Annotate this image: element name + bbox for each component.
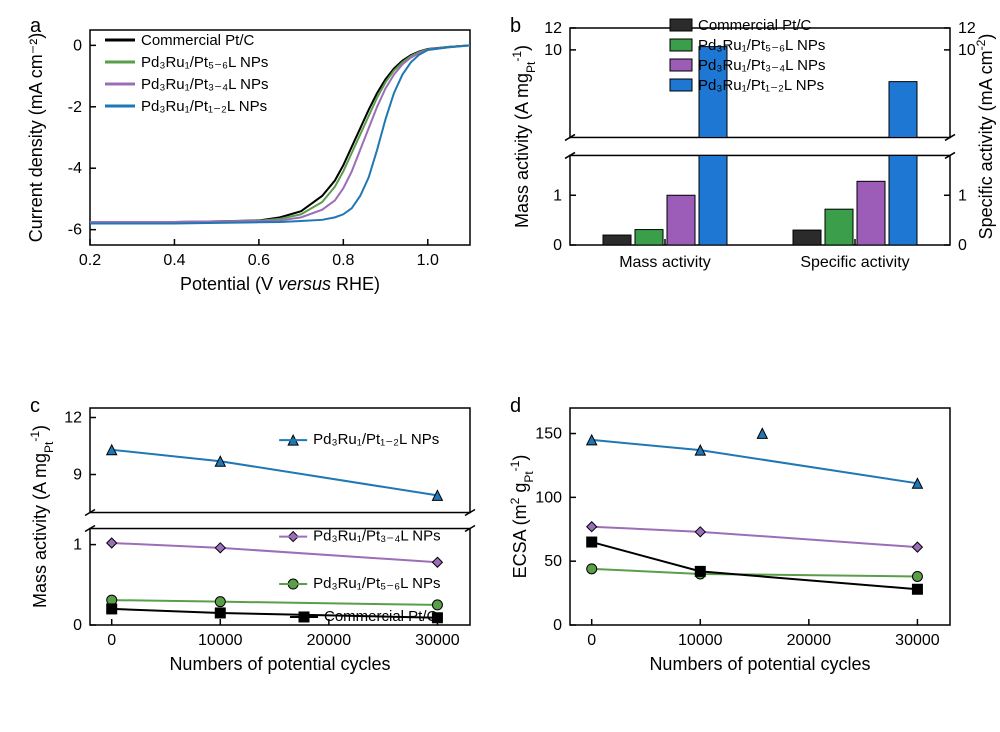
svg-text:0: 0 [73, 37, 82, 54]
panel-d-chart: 0100002000030000050100150Numbers of pote… [570, 400, 950, 680]
svg-text:20000: 20000 [307, 632, 352, 649]
svg-text:Pd₃Ru₁/Pt₁₋₂L NPs: Pd₃Ru₁/Pt₁₋₂L NPs [698, 77, 824, 94]
panel-b-chart: 001110101212Mass activity (A mgPt-1)Spec… [570, 20, 950, 300]
svg-text:1.0: 1.0 [417, 252, 439, 269]
svg-text:Commercial Pt/C: Commercial Pt/C [698, 17, 812, 34]
svg-text:0: 0 [553, 237, 562, 254]
svg-text:Mass activity (A mgPt-1): Mass activity (A mgPt-1) [28, 425, 56, 608]
svg-text:0: 0 [587, 632, 596, 649]
svg-text:1: 1 [553, 187, 562, 204]
svg-text:12: 12 [544, 20, 562, 37]
svg-text:Pd₃Ru₁/Pt₅₋₆L NPs: Pd₃Ru₁/Pt₅₋₆L NPs [698, 37, 825, 54]
svg-text:20000: 20000 [787, 632, 832, 649]
svg-text:150: 150 [535, 426, 562, 443]
svg-text:Numbers of potential cycles: Numbers of potential cycles [649, 654, 870, 674]
svg-text:Numbers of potential cycles: Numbers of potential cycles [169, 654, 390, 674]
svg-text:Pd₃Ru₁/Pt₃₋₄L NPs: Pd₃Ru₁/Pt₃₋₄L NPs [141, 76, 268, 93]
svg-text:Specific activity: Specific activity [800, 254, 909, 271]
svg-text:-6: -6 [68, 222, 82, 239]
svg-text:Potential (V versus RHE): Potential (V versus RHE) [180, 274, 380, 294]
svg-text:10: 10 [544, 42, 562, 59]
svg-text:Pd₃Ru₁/Pt₃₋₄L NPs: Pd₃Ru₁/Pt₃₋₄L NPs [313, 528, 440, 545]
svg-text:12: 12 [64, 410, 82, 427]
svg-text:9: 9 [73, 467, 82, 484]
svg-text:0.6: 0.6 [248, 252, 270, 269]
panel-a-chart: 0.20.40.60.81.0-6-4-20Potential (V versu… [90, 20, 470, 300]
svg-text:Pd₃Ru₁/Pt₃₋₄L NPs: Pd₃Ru₁/Pt₃₋₄L NPs [698, 57, 825, 74]
svg-text:Commercial Pt/C: Commercial Pt/C [324, 608, 438, 625]
svg-text:0: 0 [73, 617, 82, 634]
panel-c-chart: 010000200003000001912Numbers of potentia… [90, 400, 470, 680]
svg-text:Pd₃Ru₁/Pt₅₋₆L NPs: Pd₃Ru₁/Pt₅₋₆L NPs [313, 575, 440, 592]
svg-text:Current density (mA cm⁻²): Current density (mA cm⁻²) [26, 33, 46, 243]
svg-text:0.4: 0.4 [163, 252, 185, 269]
svg-text:Specific activity (mA cm-2): Specific activity (mA cm-2) [974, 34, 996, 240]
svg-text:-4: -4 [68, 160, 82, 177]
svg-text:Mass activity: Mass activity [619, 254, 711, 271]
panel-d-label: d [510, 395, 521, 418]
svg-text:1: 1 [958, 187, 967, 204]
svg-text:10000: 10000 [198, 632, 243, 649]
svg-text:Commercial Pt/C: Commercial Pt/C [141, 32, 255, 49]
svg-text:12: 12 [958, 20, 976, 37]
svg-text:-2: -2 [68, 99, 82, 116]
svg-text:30000: 30000 [415, 632, 460, 649]
svg-text:0.8: 0.8 [332, 252, 354, 269]
panel-c-label: c [30, 395, 40, 418]
svg-text:0: 0 [958, 237, 967, 254]
svg-text:Pd₃Ru₁/Pt₅₋₆L NPs: Pd₃Ru₁/Pt₅₋₆L NPs [141, 54, 268, 71]
svg-text:Pd₃Ru₁/Pt₁₋₂L NPs: Pd₃Ru₁/Pt₁₋₂L NPs [313, 431, 439, 448]
svg-text:30000: 30000 [895, 632, 940, 649]
svg-text:100: 100 [535, 489, 562, 506]
svg-text:50: 50 [544, 553, 562, 570]
panel-b-label: b [510, 15, 521, 38]
svg-text:0.2: 0.2 [79, 252, 101, 269]
svg-text:10000: 10000 [678, 632, 723, 649]
svg-text:0: 0 [553, 617, 562, 634]
svg-text:1: 1 [73, 537, 82, 554]
svg-text:ECSA (m2 gPt-1): ECSA (m2 gPt-1) [508, 455, 536, 579]
svg-text:0: 0 [107, 632, 116, 649]
svg-text:Pd₃Ru₁/Pt₁₋₂L NPs: Pd₃Ru₁/Pt₁₋₂L NPs [141, 98, 267, 115]
svg-text:Mass activity (A mgPt-1): Mass activity (A mgPt-1) [510, 45, 538, 228]
